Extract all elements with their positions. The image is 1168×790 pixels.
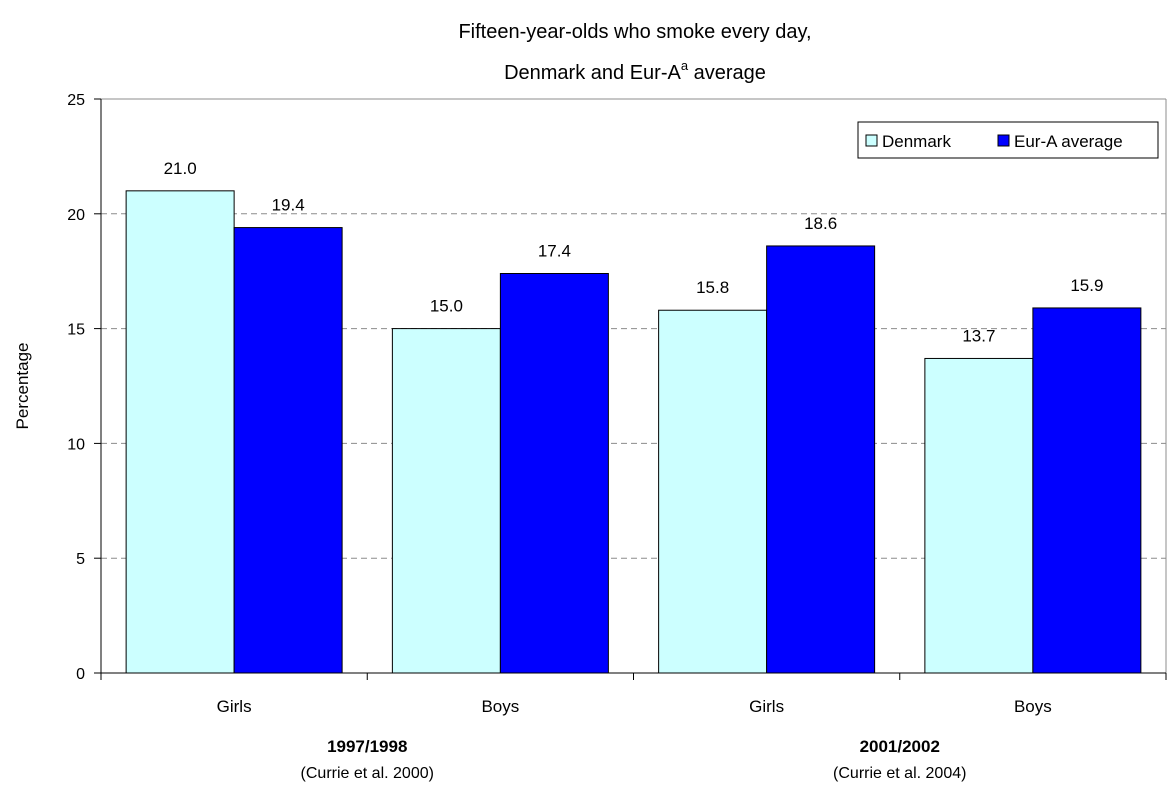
- bar: [499, 272, 609, 674]
- x-group-source: (Currie et al. 2000): [301, 765, 434, 782]
- y-tick-label: 25: [67, 92, 85, 109]
- bar: [924, 357, 1034, 674]
- data-label: 21.0: [164, 159, 197, 178]
- chart-title-line-1: Fifteen-year-olds who smoke every day,: [458, 21, 811, 43]
- data-label: 15.8: [696, 278, 729, 297]
- chart-title-line-2: Denmark and Eur-Aa average: [504, 58, 766, 84]
- bars: [125, 190, 1142, 674]
- y-tick-label: 0: [76, 666, 85, 683]
- legend-label: Eur-A average: [1014, 132, 1123, 151]
- legend-swatch: [997, 134, 1010, 147]
- y-tick-label: 10: [67, 436, 85, 453]
- legend-swatch: [865, 134, 878, 147]
- axes: 0 5 10 15 20 25 Girls Boys Girls Boys 1997/1998 (Cu…: [67, 92, 1167, 782]
- gridlines: [101, 98, 1167, 673]
- x-group-label: 2001/2002: [860, 737, 940, 756]
- bar: [125, 190, 235, 674]
- bar: [1032, 307, 1142, 674]
- data-label: 15.9: [1070, 276, 1103, 295]
- y-tick-label: 15: [67, 322, 85, 339]
- data-label: 17.4: [538, 241, 571, 260]
- x-category-label: Boys: [1014, 697, 1052, 716]
- title-line-2-end: average: [688, 62, 766, 84]
- x-group-label: 1997/1998: [327, 737, 407, 756]
- data-label: 19.4: [272, 196, 305, 215]
- bar: [658, 309, 768, 674]
- y-tick-label: 5: [76, 551, 85, 568]
- data-label: 13.7: [962, 326, 995, 345]
- bar: [391, 328, 501, 674]
- x-category-label: Girls: [217, 697, 252, 716]
- x-group-source: (Currie et al. 2004): [833, 765, 966, 782]
- chart-title: Fifteen-year-olds who smoke every day, D…: [458, 21, 811, 84]
- data-labels: 21.0 15.0 15.8 13.7 19.4 17.4 18.6 15.9: [164, 159, 1104, 346]
- legend-label: Denmark: [882, 132, 951, 151]
- title-line-2-main: Denmark and Eur-A: [504, 62, 681, 84]
- y-axis-title: Percentage: [13, 343, 32, 430]
- data-label: 18.6: [804, 214, 837, 233]
- bar: [233, 227, 343, 674]
- data-label: 15.0: [430, 297, 463, 316]
- x-category-label: Boys: [481, 697, 519, 716]
- y-tick-label: 20: [67, 207, 85, 224]
- title-superscript: a: [681, 58, 689, 73]
- x-category-label: Girls: [749, 697, 784, 716]
- bar: [766, 245, 876, 674]
- legend: Denmark Eur-A average: [857, 121, 1159, 159]
